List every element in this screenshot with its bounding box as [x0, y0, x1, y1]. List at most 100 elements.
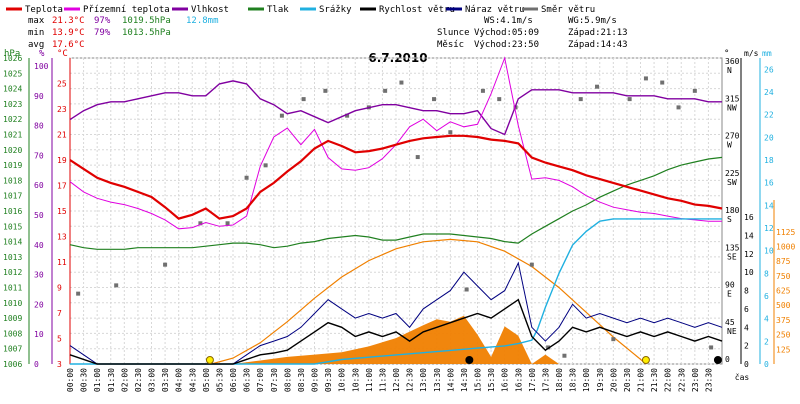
axis-hpa-tick: 1021 — [3, 131, 22, 140]
axis-solar-tick: 125 — [776, 345, 791, 354]
x-tick-label: 04:30 — [188, 368, 197, 392]
wind-direction-point — [198, 221, 203, 226]
axis-mm-tick: 14 — [764, 201, 774, 210]
wind-direction-point — [497, 97, 502, 102]
axis-celsius-tick: 3 — [57, 360, 62, 369]
axis-hpa-tick: 1015 — [3, 222, 22, 231]
x-tick-label: 16:00 — [501, 368, 510, 392]
wind-direction-point — [244, 175, 249, 180]
sun-label: Slunce — [437, 28, 470, 38]
axis-percent-tick: 10 — [34, 330, 44, 339]
axis-percent-tick: 80 — [34, 122, 44, 131]
axis-ms-tick: 14 — [744, 231, 754, 240]
stat-min-hum: 79% — [94, 28, 111, 38]
x-tick-label: 13:00 — [419, 368, 428, 392]
sun-set: Západ:21:13 — [568, 28, 628, 38]
x-tick-label: 03:30 — [161, 368, 170, 392]
axis-direction-label: ° — [724, 49, 729, 59]
axis-percent-tick: 60 — [34, 181, 44, 190]
legend-label: Náraz větru — [465, 5, 525, 15]
wind-direction-point — [546, 345, 551, 350]
x-tick-label: 07:00 — [256, 368, 265, 392]
wind-direction-point — [432, 97, 437, 102]
axis-percent-tick: 30 — [34, 271, 44, 280]
axis-direction-tick: 360 — [725, 57, 740, 66]
axis-celsius-tick: 15 — [57, 207, 67, 216]
axis-solar-tick: 1125 — [776, 228, 795, 237]
wind-direction-point — [76, 291, 81, 296]
moon-marker — [465, 356, 474, 364]
legend-label: Rychlost větru — [379, 5, 455, 15]
wind-direction-point — [660, 80, 665, 85]
axis-hpa-tick: 1024 — [3, 85, 22, 94]
axis-hpa-tick: 1010 — [3, 299, 22, 308]
x-tick-label: 11:30 — [378, 368, 387, 392]
axis-hpa-tick: 1006 — [3, 360, 22, 369]
x-tick-label: 20:30 — [623, 368, 632, 392]
wind-direction-point — [692, 88, 697, 93]
axis-mm-label: mm — [762, 49, 772, 58]
axis-celsius-tick: 25 — [57, 80, 67, 89]
axis-hpa-tick: 1018 — [3, 176, 22, 185]
x-tick-label: 11:00 — [365, 368, 374, 392]
x-tick-label: 21:30 — [650, 368, 659, 392]
x-tick-label: 21:00 — [637, 368, 646, 392]
x-tick-label: 18:00 — [555, 368, 564, 392]
axis-direction-compass: SE — [727, 252, 737, 261]
axis-solar-tick: 625 — [776, 287, 791, 296]
axis-direction-compass: S — [727, 215, 732, 224]
axis-direction-tick: 180 — [725, 206, 740, 215]
moon-marker — [713, 356, 722, 364]
x-tick-label: 00:00 — [66, 368, 75, 392]
x-tick-label: 20:00 — [609, 368, 618, 392]
x-tick-label: 22:30 — [677, 368, 686, 392]
legend-label: Přízemní teplota — [83, 5, 170, 15]
axis-mm-tick: 24 — [764, 88, 774, 97]
axis-hpa-tick: 1013 — [3, 253, 22, 262]
stat-max-rain: 12.8mm — [186, 16, 219, 26]
x-tick-label: 01:00 — [93, 368, 102, 392]
wind-direction-point — [114, 283, 119, 288]
axis-celsius-tick: 19 — [57, 156, 67, 165]
axis-mm-tick: 0 — [764, 360, 769, 369]
x-tick-label: 10:30 — [351, 368, 360, 392]
wind-direction-point — [709, 345, 714, 350]
x-tick-label: 02:00 — [120, 368, 129, 392]
axis-hpa-tick: 1026 — [3, 54, 22, 63]
axis-direction-compass: E — [727, 290, 732, 299]
stat-max-hum: 97% — [94, 16, 111, 26]
axis-hpa-tick: 1020 — [3, 146, 22, 155]
x-tick-label: 15:30 — [487, 368, 496, 392]
wind-direction-point — [578, 97, 583, 102]
axis-direction-tick: 315 — [725, 94, 740, 103]
axis-direction-tick: 135 — [725, 243, 740, 252]
x-tick-label: 23:00 — [691, 368, 700, 392]
x-tick-label: 17:30 — [541, 368, 550, 392]
stat-min-temp: 13.9°C — [52, 28, 85, 38]
axis-direction-compass: W — [727, 141, 732, 150]
x-tick-label: 08:00 — [283, 368, 292, 392]
axis-percent-tick: 100 — [34, 62, 49, 71]
axis-direction-tick: 45 — [725, 318, 735, 327]
axis-solar-tick: 375 — [776, 316, 791, 325]
axis-mm-tick: 2 — [764, 337, 769, 346]
x-tick-label: 14:30 — [460, 368, 469, 392]
axis-ms-tick: 12 — [744, 250, 754, 259]
sun-marker — [641, 356, 650, 364]
series-pressure-line — [69, 156, 723, 250]
x-tick-label: 09:30 — [324, 368, 333, 392]
axis-ms-tick: 0 — [744, 360, 749, 369]
axis-hpa-tick: 1011 — [3, 284, 22, 293]
x-tick-label: 05:00 — [202, 368, 211, 392]
moon-set: Západ:14:43 — [568, 40, 628, 50]
x-tick-label: 12:00 — [392, 368, 401, 392]
axis-mm-tick: 4 — [764, 315, 769, 324]
x-tick-label: 09:00 — [311, 368, 320, 392]
wind-direction-point — [163, 262, 168, 267]
axis-celsius-tick: 23 — [57, 105, 67, 114]
stats-panel: max 21.3°C 97% 1019.5hPa 12.8mm min 13.9… — [28, 16, 628, 50]
wind-direction-point — [415, 155, 420, 160]
axis-hpa-tick: 1009 — [3, 314, 22, 323]
